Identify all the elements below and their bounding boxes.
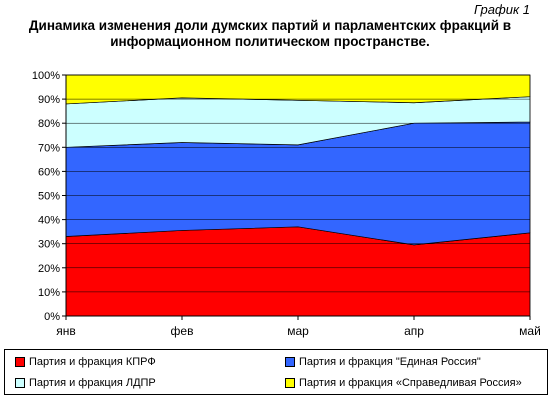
x-tick-label: май [519,324,541,338]
legend-item-ldpr: Партия и фракция ЛДПР [15,377,156,389]
y-tick-label: 80% [38,118,60,130]
x-tick-label: апр [404,324,424,338]
y-tick-label: 50% [38,191,60,203]
legend-label-spravedlivaya-rossiya: Партия и фракция «Справедливая Россия» [299,377,522,389]
chart-title-line-1: Динамика изменения доли думских партий и… [28,18,512,33]
x-tick-label: фев [171,324,194,338]
graph-number: График 1 [473,2,530,17]
y-tick-label: 20% [38,263,60,275]
area-series-3 [65,74,531,105]
y-tick-label: 0% [44,311,60,323]
chart-legend: Партия и фракция КПРФ Партия и фракция "… [4,349,548,395]
y-tick-label: 10% [38,287,60,299]
y-tick-label: 30% [38,239,60,251]
legend-item-kprf: Партия и фракция КПРФ [15,356,156,368]
y-tick-label: 90% [38,94,60,106]
legend-label-edinaya-rossiya: Партия и фракция "Единая Россия" [299,356,481,368]
legend-swatch-edinaya-rossiya [285,357,295,367]
x-tick-label: янв [56,324,76,338]
y-tick-label: 40% [38,215,60,227]
legend-label-ldpr: Партия и фракция ЛДПР [29,377,156,389]
legend-item-edinaya-rossiya: Партия и фракция "Единая Россия" [285,356,481,368]
chart-title: Динамика изменения доли думских партий и… [0,18,540,50]
y-tick-label: 100% [32,70,60,82]
x-tick-label: мар [287,324,309,338]
legend-item-spravedlivaya-rossiya: Партия и фракция «Справедливая Россия» [285,377,522,389]
legend-label-kprf: Партия и фракция КПРФ [29,356,156,368]
legend-swatch-kprf [15,357,25,367]
y-tick-label: 60% [38,166,60,178]
stacked-area-chart: 0% 10% 20% 30% 40% 50% 60% 70% 80% 90% 100% янв фев м… [32,70,541,338]
y-tick-label: 70% [38,142,60,154]
legend-swatch-spravedlivaya-rossiya [285,378,295,388]
legend-swatch-ldpr [15,378,25,388]
chart-title-line-2: информационном политическом пространстве… [110,34,430,49]
